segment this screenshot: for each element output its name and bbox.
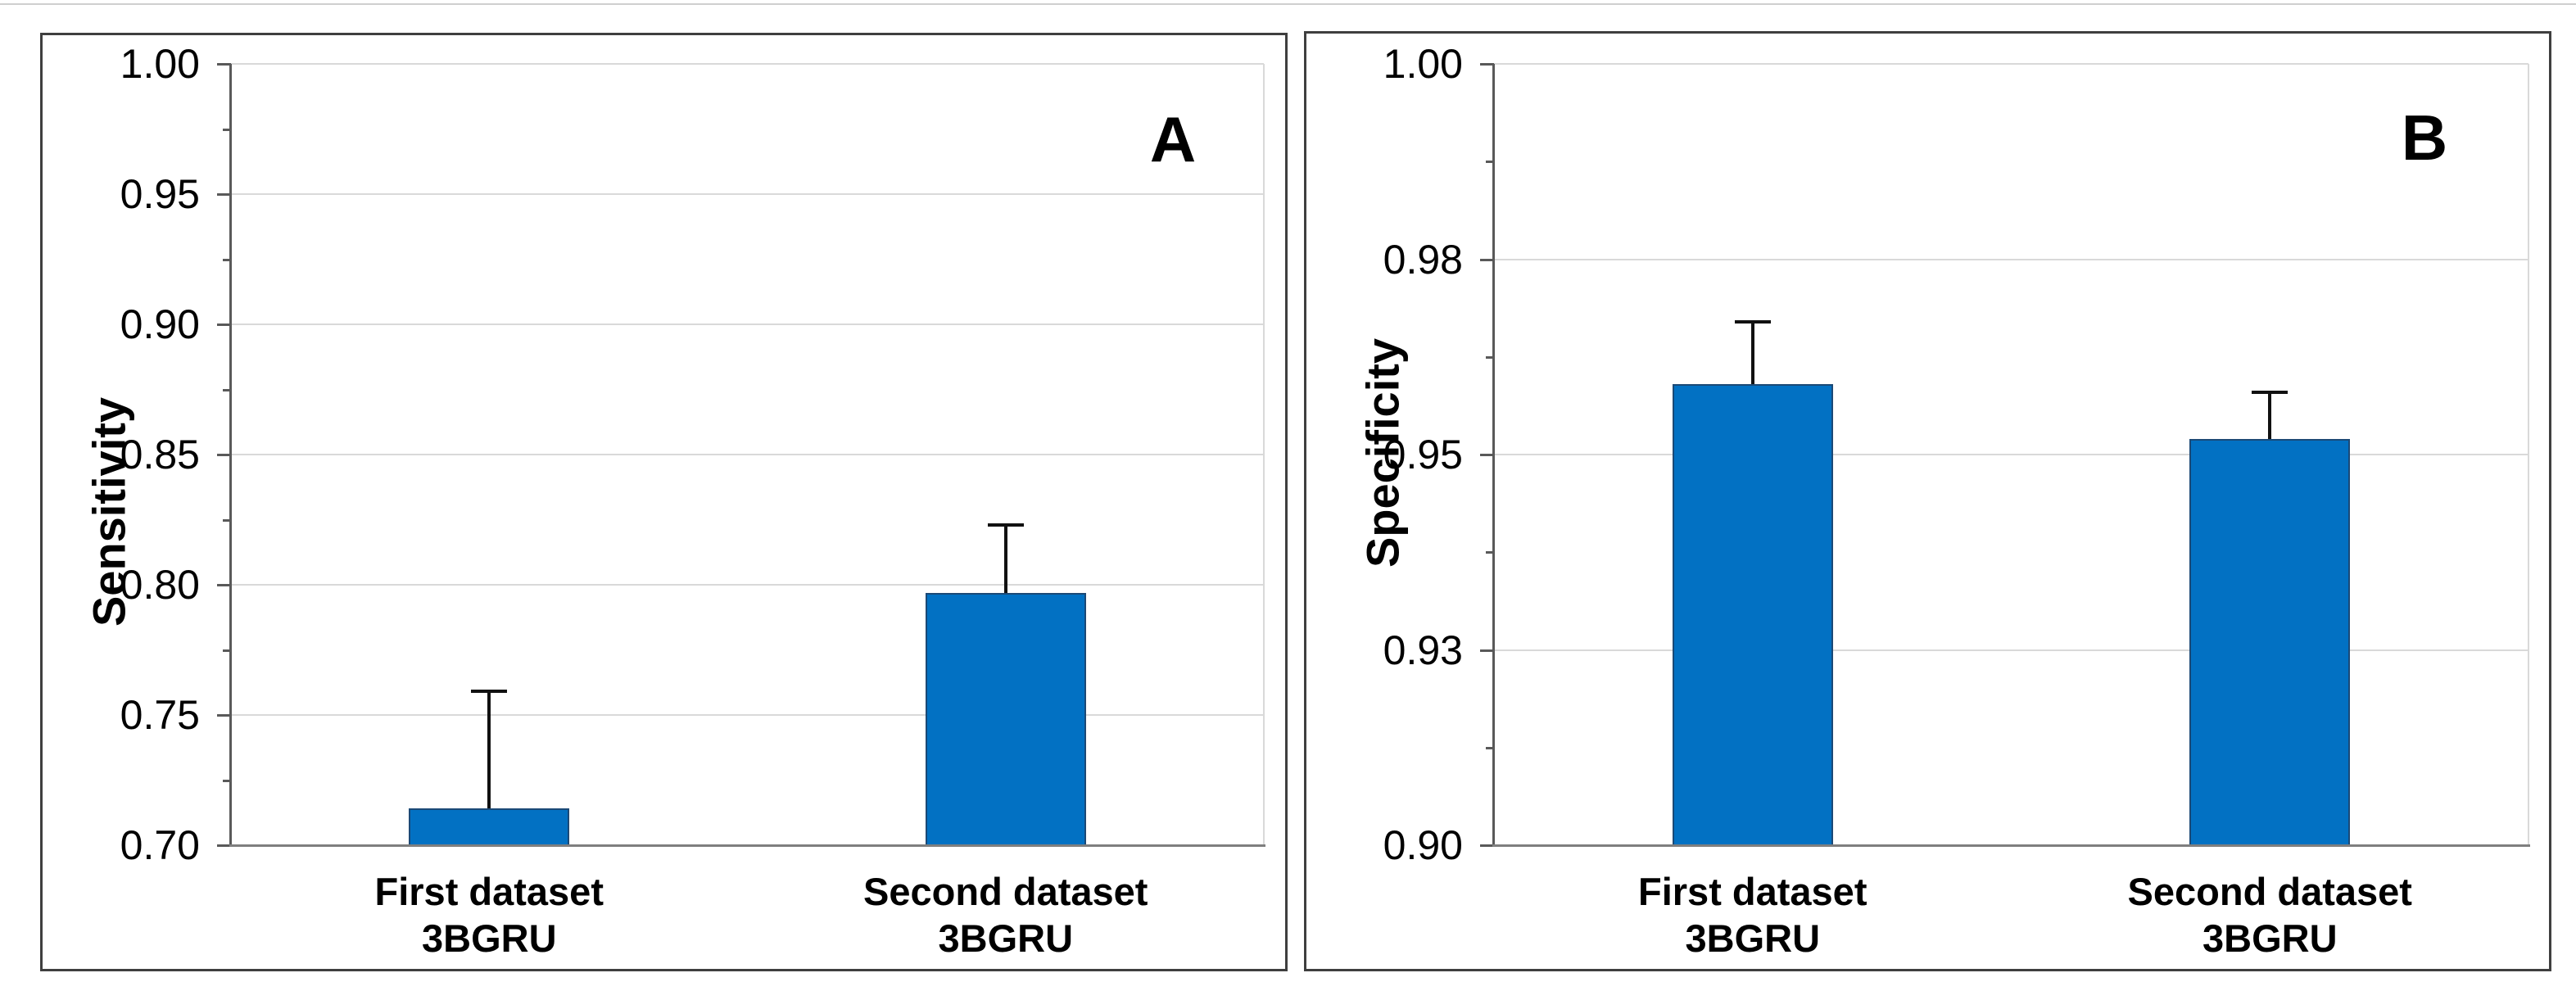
- gridline: [231, 193, 1264, 195]
- y-minor-tick: [223, 258, 231, 261]
- y-major-tick: [1480, 454, 1494, 456]
- y-tick-label: 0.70: [120, 822, 200, 868]
- category-label-line: First dataset: [1638, 870, 1867, 913]
- y-minor-tick: [223, 128, 231, 131]
- y-major-tick: [217, 584, 231, 586]
- gridline: [1494, 454, 2528, 455]
- y-major-tick: [217, 63, 231, 66]
- gridline: [1494, 258, 2528, 260]
- y-major-tick: [1480, 258, 1494, 261]
- category-label-line: 3BGRU: [938, 916, 1074, 960]
- error-bar-whisker: [2268, 391, 2272, 439]
- x-axis-line: [229, 844, 1265, 847]
- category-label-line: Second dataset: [863, 870, 1148, 913]
- data-bar: [409, 808, 570, 845]
- data-bar: [925, 592, 1086, 845]
- y-tick-label: 0.95: [120, 171, 200, 217]
- category-label-line: Second dataset: [2127, 870, 2412, 913]
- y-minor-tick: [1486, 551, 1494, 554]
- error-bar-whisker: [1003, 524, 1007, 593]
- data-bar: [1672, 384, 1833, 845]
- y-major-tick: [1480, 63, 1494, 66]
- gridline: [231, 63, 1264, 65]
- gridline: [1494, 649, 2528, 651]
- category-label-line: First dataset: [374, 870, 604, 913]
- plot-right-border: [1263, 64, 1265, 845]
- y-minor-tick: [223, 388, 231, 391]
- error-bar-cap: [1734, 319, 1771, 324]
- y-tick-label: 1.00: [120, 41, 200, 87]
- error-bar-cap: [2252, 390, 2289, 394]
- error-bar-cap: [471, 690, 508, 694]
- x-axis-line: [1492, 844, 2530, 847]
- gridline: [1494, 63, 2528, 65]
- category-label-line: 3BGRU: [421, 916, 557, 960]
- category-label-line: 3BGRU: [2202, 916, 2338, 960]
- error-bar-cap: [987, 523, 1024, 527]
- y-minor-tick: [1486, 355, 1494, 359]
- category-label: Second dataset 3BGRU: [2081, 868, 2458, 962]
- y-major-tick: [1480, 844, 1494, 847]
- error-bar-whisker: [487, 691, 491, 809]
- gridline: [231, 714, 1264, 716]
- category-label-line: 3BGRU: [1685, 916, 1821, 960]
- y-minor-tick: [223, 518, 231, 522]
- category-label: First dataset 3BGRU: [1564, 868, 1941, 962]
- y-minor-tick: [1486, 746, 1494, 749]
- y-tick-label: 0.90: [1383, 822, 1463, 868]
- y-tick-label: 0.95: [1383, 432, 1463, 477]
- y-tick-label: 0.90: [120, 301, 200, 347]
- y-tick-label: 1.00: [1383, 41, 1463, 87]
- panel-letter-a: A: [1149, 103, 1197, 175]
- panel-letter-b: B: [2401, 102, 2448, 174]
- y-major-tick: [217, 714, 231, 717]
- y-minor-tick: [1486, 161, 1494, 164]
- category-label: First dataset 3BGRU: [301, 868, 677, 962]
- data-bar: [2189, 438, 2351, 845]
- gridline: [231, 584, 1264, 586]
- y-tick-label: 0.98: [1383, 236, 1463, 283]
- top-divider-line: [0, 3, 2576, 5]
- y-minor-tick: [223, 779, 231, 782]
- error-bar-whisker: [1750, 321, 1754, 385]
- y-major-tick: [217, 324, 231, 326]
- gridline: [231, 324, 1264, 325]
- y-tick-label: 0.85: [120, 432, 200, 477]
- y-major-tick: [217, 844, 231, 847]
- y-major-tick: [217, 454, 231, 456]
- plot-right-border: [2528, 64, 2529, 845]
- y-major-tick: [217, 193, 231, 196]
- y-minor-tick: [223, 649, 231, 652]
- panel-a: Sensitivity A 0.70 0.75 0.80 0.85 0.90 0.95 1.…: [40, 33, 1288, 971]
- y-tick-label: 0.80: [120, 562, 200, 608]
- y-tick-label: 0.75: [120, 692, 200, 738]
- category-label: Second dataset 3BGRU: [817, 868, 1194, 962]
- y-major-tick: [1480, 649, 1494, 652]
- panel-b: Specificity B 0.90 0.93 0.95 0.98 1.00 First …: [1304, 31, 2551, 971]
- y-tick-label: 0.93: [1383, 627, 1463, 673]
- gridline: [231, 454, 1264, 455]
